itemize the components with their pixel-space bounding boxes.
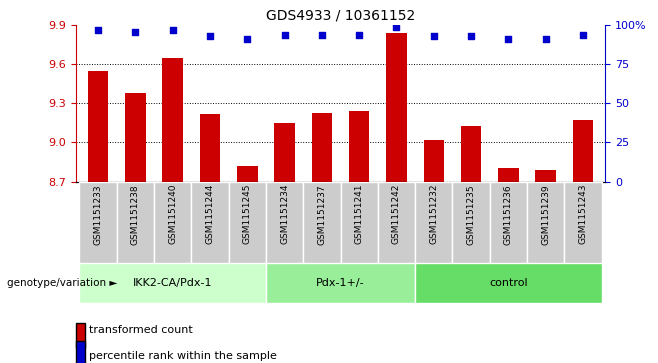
Text: GSM1151241: GSM1151241 xyxy=(355,184,364,244)
Bar xyxy=(266,182,303,263)
Text: GSM1151232: GSM1151232 xyxy=(429,184,438,244)
Text: transformed count: transformed count xyxy=(89,325,193,335)
Text: Pdx-1+/-: Pdx-1+/- xyxy=(316,278,365,288)
Bar xyxy=(453,182,490,263)
Point xyxy=(316,32,327,38)
Point xyxy=(392,24,402,30)
Bar xyxy=(116,182,154,263)
Bar xyxy=(424,140,444,182)
Point xyxy=(354,32,365,38)
Text: GSM1151242: GSM1151242 xyxy=(392,184,401,244)
Text: GSM1151233: GSM1151233 xyxy=(93,184,103,245)
Text: genotype/variation ►: genotype/variation ► xyxy=(7,278,117,288)
Point xyxy=(466,33,476,39)
Point xyxy=(540,37,551,42)
Bar xyxy=(191,182,228,263)
Point xyxy=(279,32,290,38)
Point xyxy=(428,33,439,39)
Bar xyxy=(349,111,369,182)
Point xyxy=(503,37,514,42)
Bar xyxy=(199,114,220,182)
Bar xyxy=(312,113,332,182)
Text: control: control xyxy=(489,278,528,288)
Point xyxy=(578,32,588,38)
Bar xyxy=(386,33,407,182)
Bar xyxy=(490,182,527,263)
Text: percentile rank within the sample: percentile rank within the sample xyxy=(89,351,277,361)
Bar xyxy=(274,123,295,182)
Text: GSM1151244: GSM1151244 xyxy=(205,184,215,244)
Text: GSM1151237: GSM1151237 xyxy=(317,184,326,245)
Point xyxy=(205,33,215,39)
Bar xyxy=(303,182,341,263)
Text: GSM1151243: GSM1151243 xyxy=(578,184,588,244)
Bar xyxy=(228,182,266,263)
Bar xyxy=(154,182,191,263)
Text: GSM1151239: GSM1151239 xyxy=(541,184,550,245)
Bar xyxy=(88,71,109,182)
Text: GSM1151236: GSM1151236 xyxy=(504,184,513,245)
Bar xyxy=(498,168,519,182)
Title: GDS4933 / 10361152: GDS4933 / 10361152 xyxy=(266,9,415,23)
Point xyxy=(130,29,141,34)
Bar xyxy=(80,182,116,263)
Bar xyxy=(341,182,378,263)
Text: GSM1151235: GSM1151235 xyxy=(467,184,476,245)
Bar xyxy=(565,182,601,263)
Bar xyxy=(572,121,594,182)
Bar xyxy=(415,182,453,263)
Bar xyxy=(125,93,145,182)
Bar xyxy=(461,126,482,182)
Point xyxy=(93,27,103,33)
Text: GSM1151238: GSM1151238 xyxy=(131,184,140,245)
Text: GSM1151234: GSM1151234 xyxy=(280,184,289,244)
Point xyxy=(167,27,178,33)
Bar xyxy=(536,170,556,182)
Bar xyxy=(237,166,257,182)
Bar xyxy=(163,58,183,182)
Bar xyxy=(80,263,266,303)
Bar xyxy=(378,182,415,263)
Text: IKK2-CA/Pdx-1: IKK2-CA/Pdx-1 xyxy=(133,278,213,288)
Bar xyxy=(527,182,565,263)
Bar xyxy=(415,263,601,303)
Text: GSM1151240: GSM1151240 xyxy=(168,184,177,244)
Text: GSM1151245: GSM1151245 xyxy=(243,184,252,244)
Bar xyxy=(266,263,415,303)
Point xyxy=(242,37,253,42)
